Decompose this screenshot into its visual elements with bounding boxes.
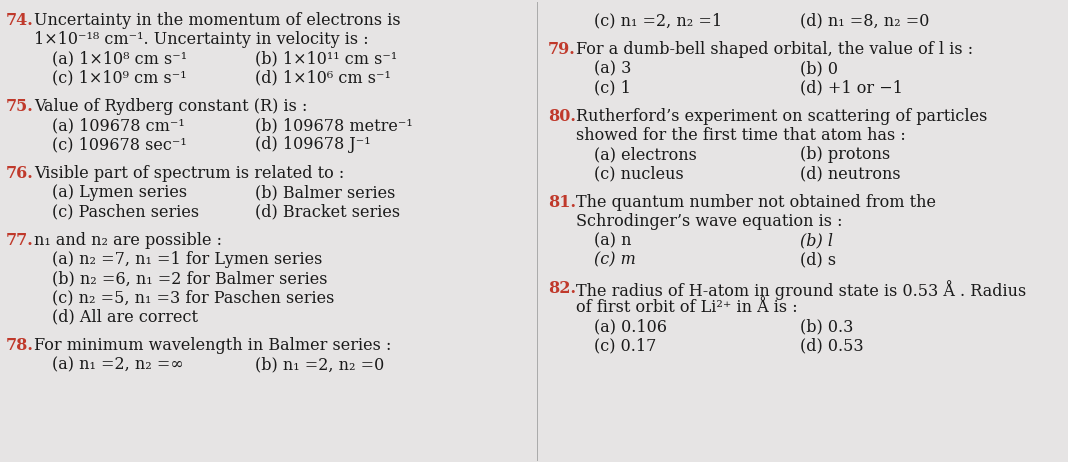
Text: 78.: 78. bbox=[6, 337, 34, 354]
Text: (a) n₂ =7, n₁ =1 for Lymen series: (a) n₂ =7, n₁ =1 for Lymen series bbox=[52, 251, 323, 268]
Text: (c) m: (c) m bbox=[594, 251, 635, 268]
Text: 76.: 76. bbox=[6, 165, 34, 182]
Text: (c) Paschen series: (c) Paschen series bbox=[52, 203, 199, 220]
Text: Schrodinger’s wave equation is :: Schrodinger’s wave equation is : bbox=[576, 213, 843, 230]
Text: (c) 0.17: (c) 0.17 bbox=[594, 337, 657, 354]
Text: (b) Balmer series: (b) Balmer series bbox=[255, 184, 395, 201]
Text: (b) 109678 metre⁻¹: (b) 109678 metre⁻¹ bbox=[255, 117, 412, 134]
Text: 74.: 74. bbox=[6, 12, 34, 29]
Text: showed for the first time that atom has :: showed for the first time that atom has … bbox=[576, 127, 906, 144]
Text: (c) n₁ =2, n₂ =1: (c) n₁ =2, n₂ =1 bbox=[594, 12, 722, 29]
Text: 80.: 80. bbox=[548, 108, 576, 125]
Text: (c) n₂ =5, n₁ =3 for Paschen series: (c) n₂ =5, n₁ =3 for Paschen series bbox=[52, 289, 334, 306]
Text: Visible part of spectrum is related to :: Visible part of spectrum is related to : bbox=[34, 165, 344, 182]
Text: (d) 109678 J⁻¹: (d) 109678 J⁻¹ bbox=[255, 136, 371, 153]
Text: For a dumb-bell shaped orbital, the value of l is :: For a dumb-bell shaped orbital, the valu… bbox=[576, 41, 973, 58]
Text: (c) 109678 sec⁻¹: (c) 109678 sec⁻¹ bbox=[52, 136, 187, 153]
Text: 81.: 81. bbox=[548, 194, 576, 211]
Text: (a) Lymen series: (a) Lymen series bbox=[52, 184, 187, 201]
Text: n₁ and n₂ are possible :: n₁ and n₂ are possible : bbox=[34, 232, 222, 249]
Text: (d) 1×10⁶ cm s⁻¹: (d) 1×10⁶ cm s⁻¹ bbox=[255, 69, 391, 86]
Text: (b) l: (b) l bbox=[800, 232, 833, 249]
Text: The radius of H-atom in ground state is 0.53 Å . Radius: The radius of H-atom in ground state is … bbox=[576, 280, 1026, 300]
Text: 79.: 79. bbox=[548, 41, 576, 58]
Text: (b) 1×10¹¹ cm s⁻¹: (b) 1×10¹¹ cm s⁻¹ bbox=[255, 50, 397, 67]
Text: (d) neutrons: (d) neutrons bbox=[800, 165, 900, 182]
Text: (d) Bracket series: (d) Bracket series bbox=[255, 203, 400, 220]
Text: (d) All are correct: (d) All are correct bbox=[52, 308, 198, 325]
Text: (a) n: (a) n bbox=[594, 232, 631, 249]
Text: (c) nucleus: (c) nucleus bbox=[594, 165, 684, 182]
Text: Rutherford’s experiment on scattering of particles: Rutherford’s experiment on scattering of… bbox=[576, 108, 988, 125]
Text: 77.: 77. bbox=[6, 232, 34, 249]
Text: (a) 0.106: (a) 0.106 bbox=[594, 318, 668, 335]
Text: (b) protons: (b) protons bbox=[800, 146, 891, 163]
Text: (a) 109678 cm⁻¹: (a) 109678 cm⁻¹ bbox=[52, 117, 185, 134]
Text: (b) n₂ =6, n₁ =2 for Balmer series: (b) n₂ =6, n₁ =2 for Balmer series bbox=[52, 270, 328, 287]
Text: (c) 1×10⁹ cm s⁻¹: (c) 1×10⁹ cm s⁻¹ bbox=[52, 69, 187, 86]
Text: (a) n₁ =2, n₂ =∞: (a) n₁ =2, n₂ =∞ bbox=[52, 356, 184, 373]
Text: (c) 1: (c) 1 bbox=[594, 79, 631, 96]
Text: Uncertainty in the momentum of electrons is: Uncertainty in the momentum of electrons… bbox=[34, 12, 400, 29]
Text: (a) electrons: (a) electrons bbox=[594, 146, 697, 163]
Text: (d) 0.53: (d) 0.53 bbox=[800, 337, 864, 354]
Text: of first orbit of Li²⁺ in Å is :: of first orbit of Li²⁺ in Å is : bbox=[576, 299, 798, 316]
Text: (a) 1×10⁸ cm s⁻¹: (a) 1×10⁸ cm s⁻¹ bbox=[52, 50, 187, 67]
Text: 1×10⁻¹⁸ cm⁻¹. Uncertainty in velocity is :: 1×10⁻¹⁸ cm⁻¹. Uncertainty in velocity is… bbox=[34, 31, 368, 48]
Text: Value of Rydberg constant (R) is :: Value of Rydberg constant (R) is : bbox=[34, 98, 308, 115]
Text: (b) n₁ =2, n₂ =0: (b) n₁ =2, n₂ =0 bbox=[255, 356, 384, 373]
Text: (a) 3: (a) 3 bbox=[594, 60, 631, 77]
Text: (b) 0: (b) 0 bbox=[800, 60, 838, 77]
Text: (d) +1 or −1: (d) +1 or −1 bbox=[800, 79, 902, 96]
Text: For minimum wavelength in Balmer series :: For minimum wavelength in Balmer series … bbox=[34, 337, 391, 354]
Text: 82.: 82. bbox=[548, 280, 576, 297]
Text: (d) s: (d) s bbox=[800, 251, 836, 268]
Text: (b) 0.3: (b) 0.3 bbox=[800, 318, 853, 335]
Text: 75.: 75. bbox=[6, 98, 34, 115]
Text: (d) n₁ =8, n₂ =0: (d) n₁ =8, n₂ =0 bbox=[800, 12, 929, 29]
Text: The quantum number not obtained from the: The quantum number not obtained from the bbox=[576, 194, 936, 211]
